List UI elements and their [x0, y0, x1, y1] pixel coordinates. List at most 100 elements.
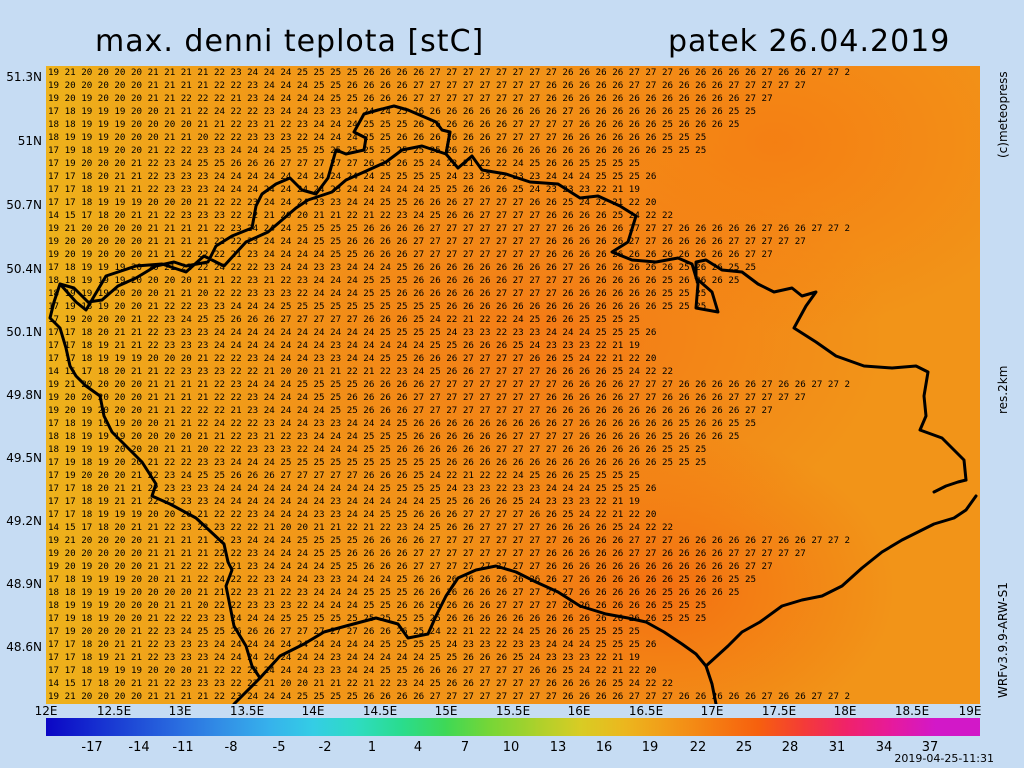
lat-label: 48.6N — [6, 640, 42, 654]
grid-value-row: 17 18 19 19 19 20 20 21 21 22 24 22 22 2… — [48, 106, 756, 117]
scale-label: -8 — [224, 740, 238, 755]
lon-label: 17E — [700, 704, 724, 718]
map-canvas: 19 21 20 20 20 20 21 21 21 21 22 23 24 2… — [46, 66, 980, 704]
grid-value-row: 17 17 18 20 21 21 22 23 23 23 24 24 24 2… — [48, 327, 656, 338]
grid-value-row: 17 18 19 19 19 20 20 21 21 22 24 22 22 2… — [48, 574, 756, 585]
grid-value-row: 18 19 19 19 20 20 20 21 21 20 22 22 23 2… — [48, 600, 706, 611]
model-run-timestamp: 2019-04-25-11:31 — [894, 752, 994, 765]
grid-value-row: 17 18 19 19 19 20 20 21 21 22 24 22 22 2… — [48, 418, 756, 429]
grid-value-row: 17 17 18 19 21 21 22 23 23 23 24 24 24 2… — [48, 496, 640, 507]
scale-segment — [134, 718, 180, 736]
scale-label: 34 — [875, 740, 893, 755]
grid-value-row: 17 19 20 20 20 21 22 23 24 25 25 26 26 2… — [48, 626, 640, 637]
lat-label: 49.5N — [6, 451, 42, 465]
grid-value-row: 19 21 20 20 20 20 21 21 21 21 22 23 24 2… — [48, 535, 850, 546]
grid-value-row: 17 19 18 19 20 20 21 22 22 23 23 24 24 2… — [48, 301, 706, 312]
scale-label: -11 — [172, 740, 194, 755]
lon-label: 15E — [434, 704, 458, 718]
grid-value-row: 19 21 20 20 20 20 21 21 21 21 22 23 24 2… — [48, 67, 850, 78]
model-label: WRFv3.9.9-ARW-S1 — [996, 582, 1010, 698]
grid-value-row: 18 18 19 19 19 20 20 20 20 21 21 22 23 2… — [48, 431, 739, 442]
scale-segment — [757, 718, 803, 736]
scale-label: 4 — [413, 740, 423, 755]
grid-value-row: 18 18 19 19 19 20 20 20 20 21 21 22 23 2… — [48, 275, 739, 286]
scale-segment — [935, 718, 981, 736]
grid-value-row: 18 19 19 19 20 20 20 21 21 20 22 22 23 2… — [48, 288, 706, 299]
grid-value-row: 19 21 20 20 20 20 21 21 21 21 22 23 24 2… — [48, 223, 850, 234]
grid-value-row: 17 17 18 19 19 19 20 20 20 21 22 22 23 2… — [48, 509, 656, 520]
lon-label: 19E — [958, 704, 982, 718]
scale-segment — [802, 718, 848, 736]
scale-label: -14 — [128, 740, 150, 755]
scale-segment — [46, 718, 91, 736]
grid-value-row: 18 19 19 19 20 20 20 21 21 20 22 22 23 2… — [48, 132, 706, 143]
lat-label: 51.3N — [6, 70, 42, 84]
temperature-grid-values: 19 21 20 20 20 20 21 21 21 21 22 23 24 2… — [48, 67, 850, 702]
grid-value-row: 17 17 18 19 19 19 20 20 20 21 22 22 23 2… — [48, 197, 656, 208]
resolution-label: res.2km — [996, 365, 1010, 414]
scale-label: 31 — [828, 740, 846, 755]
grid-value-row: 19 21 20 20 20 20 21 21 21 21 22 23 24 2… — [48, 691, 850, 702]
scale-label: 16 — [595, 740, 613, 755]
scale-segment — [846, 718, 892, 736]
scale-segment — [490, 718, 536, 736]
scale-segment — [891, 718, 937, 736]
grid-value-row: 18 19 19 19 20 20 20 21 21 20 22 22 23 2… — [48, 444, 706, 455]
lon-label: 12.5E — [96, 704, 132, 718]
grid-value-row: 19 20 20 20 20 20 21 21 21 21 22 22 23 2… — [48, 80, 806, 91]
lon-label: 15.5E — [495, 704, 531, 718]
grid-value-row: 19 20 19 20 20 20 21 21 22 22 22 21 23 2… — [48, 93, 773, 104]
lat-label: 51N — [17, 134, 42, 148]
scale-label: 10 — [502, 740, 520, 755]
grid-value-row: 17 19 18 19 20 20 21 22 22 23 23 24 24 2… — [48, 145, 706, 156]
scale-label: 37 — [921, 740, 939, 755]
grid-value-row: 17 19 20 20 20 21 22 23 24 25 25 26 26 2… — [48, 470, 640, 481]
grid-value-row: 19 20 19 20 20 20 21 21 22 22 22 21 23 2… — [48, 561, 773, 572]
lat-label: 50.4N — [6, 262, 42, 276]
scale-label: -2 — [318, 740, 332, 755]
scale-label: 1 — [367, 740, 377, 755]
grid-value-row: 19 20 20 20 20 20 21 21 21 21 22 22 23 2… — [48, 236, 806, 247]
czech-border — [48, 104, 978, 704]
lon-label: 14.5E — [362, 704, 398, 718]
scale-label: -5 — [272, 740, 286, 755]
scale-segment — [624, 718, 670, 736]
copyright-label: (c)meteopress — [996, 71, 1010, 158]
lon-label: 13.5E — [229, 704, 265, 718]
lon-label: 16.5E — [628, 704, 664, 718]
grid-value-row: 18 18 19 19 19 20 20 20 20 21 21 22 23 2… — [48, 587, 739, 598]
grid-value-row: 14 15 17 18 20 21 21 22 23 23 23 22 22 2… — [48, 366, 673, 377]
scale-segment — [579, 718, 625, 736]
lon-label: 16E — [567, 704, 591, 718]
scale-segment — [312, 718, 358, 736]
scale-label: 28 — [781, 740, 799, 755]
grid-value-row: 19 20 20 20 20 20 21 21 21 21 22 22 23 2… — [48, 548, 806, 559]
lat-label: 50.7N — [6, 198, 42, 212]
scale-segment — [268, 718, 314, 736]
forecast-date: patek 26.04.2019 — [668, 24, 951, 59]
grid-value-row: 17 17 18 19 21 21 22 23 23 23 24 24 24 2… — [48, 340, 640, 351]
grid-value-row: 19 21 20 20 20 20 21 21 21 21 22 23 24 2… — [48, 379, 850, 390]
scale-segment — [668, 718, 714, 736]
grid-value-row: 19 20 19 20 20 20 21 21 22 22 22 21 23 2… — [48, 405, 773, 416]
scale-segment — [401, 718, 447, 736]
grid-value-row: 14 15 17 18 20 21 21 22 23 23 23 22 22 2… — [48, 678, 673, 689]
grid-value-row: 17 17 18 20 21 21 22 23 23 23 24 24 24 2… — [48, 639, 656, 650]
grid-value-row: 17 17 18 20 21 21 22 23 23 23 24 24 24 2… — [48, 483, 656, 494]
lon-label: 12E — [34, 704, 58, 718]
scale-segment — [223, 718, 269, 736]
scale-label: 25 — [735, 740, 753, 755]
scale-label: -17 — [81, 740, 103, 755]
scale-label: 7 — [460, 740, 470, 755]
scale-segment — [179, 718, 225, 736]
grid-value-row: 14 15 17 18 20 21 21 22 23 23 23 22 22 2… — [48, 522, 673, 533]
grid-value-row: 17 19 20 20 20 21 22 23 24 25 25 26 26 2… — [48, 314, 640, 325]
grid-value-row: 19 20 20 20 20 20 21 21 21 21 22 22 23 2… — [48, 392, 806, 403]
lon-label: 17.5E — [761, 704, 797, 718]
grid-value-row: 17 17 18 19 19 19 20 20 20 21 22 22 23 2… — [48, 353, 656, 364]
grid-value-row: 14 15 17 18 20 21 21 22 23 23 23 22 22 2… — [48, 210, 673, 221]
lon-label: 14E — [301, 704, 325, 718]
grid-value-row: 17 17 18 19 19 19 20 20 20 21 22 22 23 2… — [48, 665, 656, 676]
grid-value-row: 17 17 18 19 21 21 22 23 23 23 24 24 24 2… — [48, 184, 640, 195]
grid-value-row: 17 19 20 20 20 21 22 23 24 25 25 26 26 2… — [48, 158, 640, 169]
